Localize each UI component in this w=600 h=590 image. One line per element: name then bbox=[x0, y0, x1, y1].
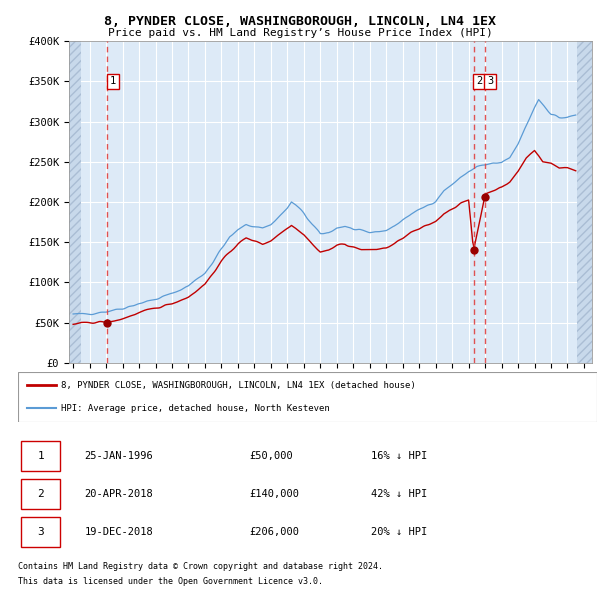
Text: £140,000: £140,000 bbox=[250, 489, 299, 499]
Text: This data is licensed under the Open Government Licence v3.0.: This data is licensed under the Open Gov… bbox=[18, 577, 323, 586]
Text: Price paid vs. HM Land Registry’s House Price Index (HPI): Price paid vs. HM Land Registry’s House … bbox=[107, 28, 493, 38]
Bar bbox=[69, 41, 82, 363]
Text: 2: 2 bbox=[37, 489, 44, 499]
Text: £206,000: £206,000 bbox=[250, 527, 299, 537]
Text: 8, PYNDER CLOSE, WASHINGBOROUGH, LINCOLN, LN4 1EX (detached house): 8, PYNDER CLOSE, WASHINGBOROUGH, LINCOLN… bbox=[61, 381, 416, 390]
Text: 20% ↓ HPI: 20% ↓ HPI bbox=[371, 527, 427, 537]
Text: Contains HM Land Registry data © Crown copyright and database right 2024.: Contains HM Land Registry data © Crown c… bbox=[18, 562, 383, 571]
Bar bbox=[21, 517, 60, 548]
Bar bbox=[21, 479, 60, 509]
Bar bbox=[577, 41, 592, 363]
Text: 3: 3 bbox=[487, 77, 493, 87]
Bar bbox=[21, 441, 60, 471]
Text: 25-JAN-1996: 25-JAN-1996 bbox=[85, 451, 154, 461]
Text: 8, PYNDER CLOSE, WASHINGBOROUGH, LINCOLN, LN4 1EX: 8, PYNDER CLOSE, WASHINGBOROUGH, LINCOLN… bbox=[104, 15, 496, 28]
Text: 19-DEC-2018: 19-DEC-2018 bbox=[85, 527, 154, 537]
Text: 1: 1 bbox=[110, 77, 116, 87]
Text: 20-APR-2018: 20-APR-2018 bbox=[85, 489, 154, 499]
Text: 42% ↓ HPI: 42% ↓ HPI bbox=[371, 489, 427, 499]
Text: 16% ↓ HPI: 16% ↓ HPI bbox=[371, 451, 427, 461]
Text: 2: 2 bbox=[476, 77, 482, 87]
Text: £50,000: £50,000 bbox=[250, 451, 293, 461]
Text: 1: 1 bbox=[37, 451, 44, 461]
Text: 3: 3 bbox=[37, 527, 44, 537]
Text: HPI: Average price, detached house, North Kesteven: HPI: Average price, detached house, Nort… bbox=[61, 404, 330, 413]
